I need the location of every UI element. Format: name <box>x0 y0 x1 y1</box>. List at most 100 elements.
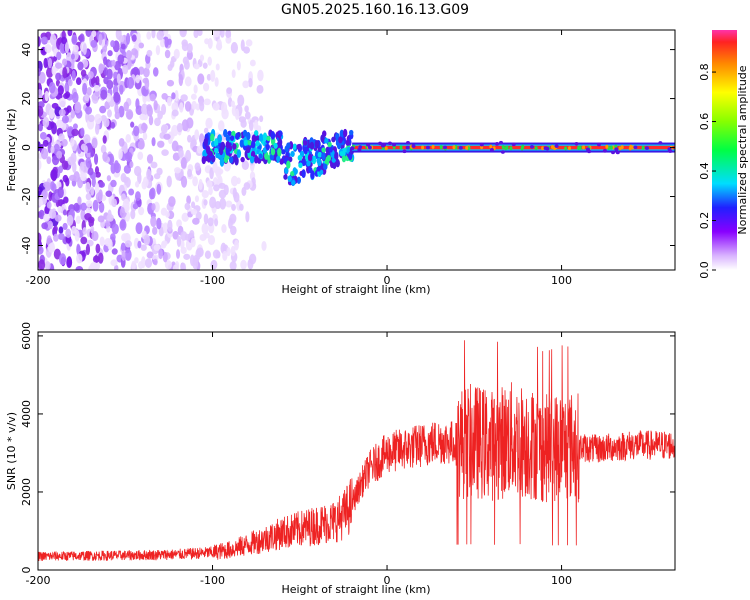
heatmap-cell <box>85 30 92 38</box>
heatmap-cell <box>217 120 225 132</box>
heatmap-cell <box>70 109 76 119</box>
heatmap-cell <box>51 65 57 76</box>
heatmap-cell <box>156 217 162 230</box>
heatmap-cell <box>124 240 132 248</box>
colorbar-tick-label: 0.6 <box>698 113 711 130</box>
heatmap-cell <box>283 174 288 180</box>
heatmap-cell <box>226 87 233 94</box>
heatmap-cell <box>203 137 209 147</box>
heatmap-cell <box>76 243 81 256</box>
heatmap-cell <box>163 133 171 140</box>
heatmap-cell <box>284 167 289 174</box>
heatmap-cell <box>229 135 235 141</box>
heatmap-cell <box>179 102 184 113</box>
heatmap-cell <box>99 105 107 114</box>
heatmap-cell <box>596 142 601 147</box>
heatmap-cell <box>205 117 213 129</box>
heatmap-cell <box>44 90 49 102</box>
heatmap-cell <box>87 71 94 79</box>
colorbar-tick-label: 0.2 <box>698 212 711 230</box>
heatmap-cell <box>226 247 231 257</box>
heatmap-cell <box>257 69 264 82</box>
heatmap-cell <box>80 209 86 221</box>
heatmap-cell <box>113 91 121 103</box>
heatmap-cell <box>106 213 114 222</box>
heatmap-cell <box>47 220 54 230</box>
heatmap-cell <box>231 203 236 211</box>
heatmap-cell <box>189 229 195 238</box>
heatmap-cell <box>85 243 91 256</box>
heatmap-cell <box>149 93 156 102</box>
heatmap-cell <box>298 162 303 169</box>
heatmap-cell <box>43 181 51 188</box>
heatmap-cell <box>151 30 156 39</box>
heatmap-cell <box>520 146 524 151</box>
heatmap-cell <box>277 147 282 157</box>
heatmap-cell <box>121 193 127 201</box>
heatmap-cell <box>500 150 505 154</box>
heatmap-cell <box>291 179 296 186</box>
heatmap-cell <box>405 140 410 145</box>
heatmap-cell <box>64 81 70 94</box>
top-plot-frame <box>37 29 676 271</box>
heatmap-cell <box>171 109 179 117</box>
heatmap-cell <box>75 215 81 225</box>
heatmap-cell <box>142 88 149 97</box>
heatmap-cell <box>166 79 175 87</box>
heatmap-cell <box>107 50 113 57</box>
heatmap-cell <box>67 78 73 87</box>
heatmap-cell <box>266 135 271 142</box>
heatmap-cell <box>301 159 306 167</box>
heatmap-cell <box>92 255 100 263</box>
heatmap-cell <box>499 140 504 145</box>
heatmap-cell <box>100 89 108 100</box>
heatmap-cell <box>134 191 141 202</box>
heatmap-cell <box>129 160 134 168</box>
heatmap-cell <box>161 103 167 116</box>
heatmap-cell <box>142 132 148 141</box>
heatmap-cell <box>46 156 52 165</box>
heatmap-cell <box>117 54 125 65</box>
heatmap-cell <box>324 156 330 166</box>
heatmap-cell <box>292 143 297 150</box>
tone-band-core <box>352 145 675 150</box>
heatmap-cell <box>614 147 619 151</box>
heatmap-cell <box>131 260 136 270</box>
heatmap-cell <box>378 141 383 146</box>
heatmap-cell <box>230 100 235 108</box>
heatmap-cell <box>120 43 126 50</box>
heatmap-cell <box>307 153 313 162</box>
heatmap-cell <box>286 142 291 149</box>
heatmap-cell <box>94 153 99 165</box>
heatmap-cell <box>339 150 345 157</box>
heatmap-cell <box>176 122 183 133</box>
heatmap-cell <box>324 138 329 144</box>
heatmap-cell <box>180 246 187 255</box>
heatmap-cell <box>128 188 135 196</box>
heatmap-cell <box>85 181 91 194</box>
heatmap-cell <box>341 155 347 163</box>
heatmap-cell <box>41 189 48 200</box>
heatmap-cell <box>116 73 121 84</box>
heatmap-cell <box>247 140 253 146</box>
heatmap-cell <box>405 145 410 150</box>
heatmap-cell <box>186 134 192 143</box>
heatmap-cell <box>113 162 121 174</box>
heatmap-cell <box>187 168 193 178</box>
heatmap-cell <box>178 73 184 86</box>
heatmap-cell <box>80 69 87 77</box>
heatmap-cell <box>171 140 179 152</box>
heatmap-cell <box>196 247 204 258</box>
heatmap-cell <box>85 106 93 115</box>
heatmap-cell <box>92 199 99 212</box>
heatmap-cell <box>208 185 213 196</box>
heatmap-cell <box>609 145 613 150</box>
heatmap-cell <box>172 152 180 161</box>
heatmap-cell <box>259 115 264 123</box>
heatmap-cell <box>184 76 192 87</box>
snr-series-line <box>38 340 675 562</box>
heatmap-cell <box>58 109 66 117</box>
heatmap-cell <box>203 98 211 106</box>
heatmap-cell <box>106 175 112 182</box>
